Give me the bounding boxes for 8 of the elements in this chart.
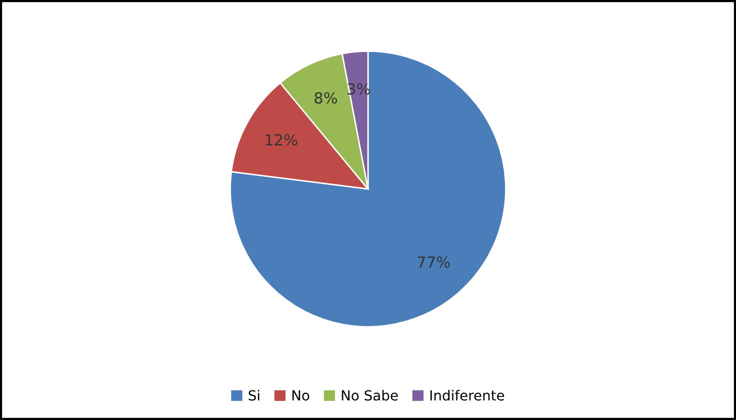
legend-label: No Sabe xyxy=(342,390,398,401)
data-label: 8% xyxy=(314,92,338,104)
data-label: 12% xyxy=(266,134,298,146)
pie-slice xyxy=(230,50,506,328)
legend-label: Si xyxy=(248,390,260,401)
legend-label: No xyxy=(292,390,310,401)
data-label: 77% xyxy=(418,256,450,268)
legend-label: Indiferente xyxy=(430,390,504,401)
